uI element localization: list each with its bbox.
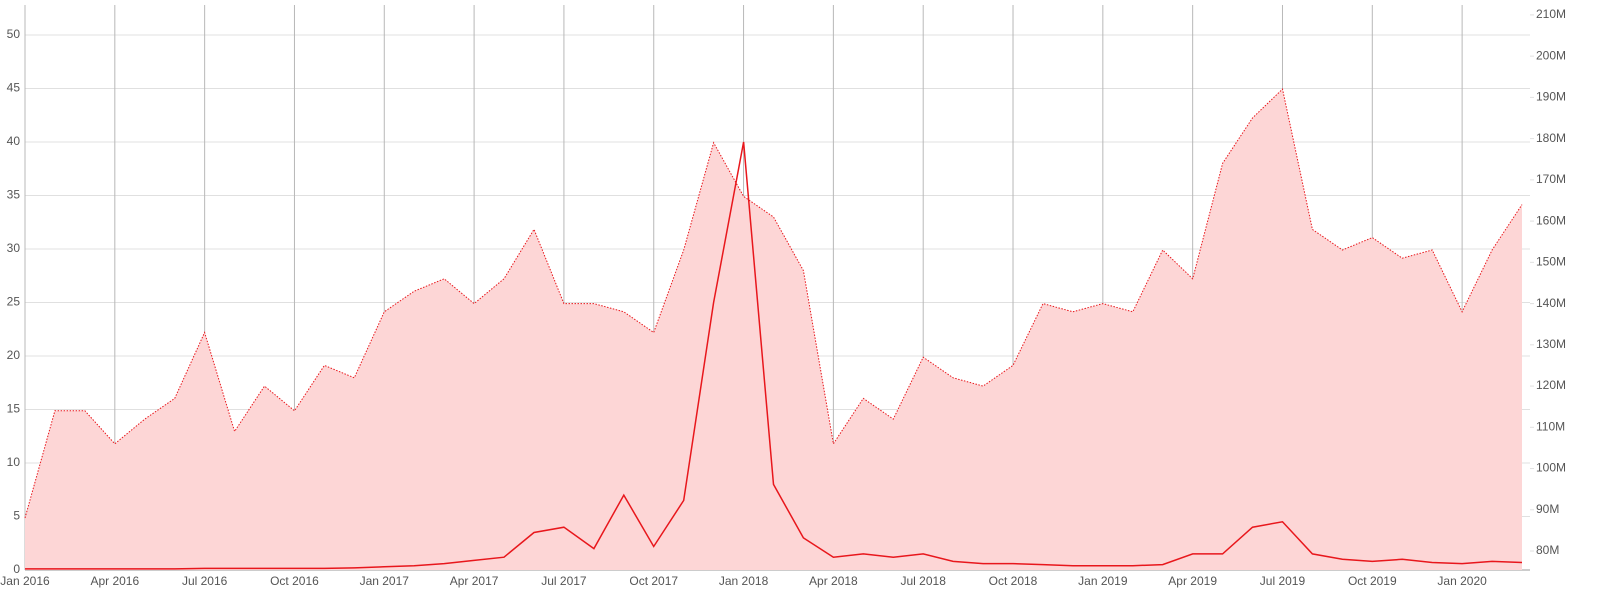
y-tick-label: 15 bbox=[7, 402, 21, 416]
y-tick-label: 40 bbox=[7, 134, 21, 148]
x-tick-label: Jan 2020 bbox=[1437, 574, 1487, 588]
x-tick-label: Jul 2017 bbox=[541, 574, 587, 588]
y2-tick-label: 200M bbox=[1536, 48, 1566, 62]
y2-tick-label: 80M bbox=[1536, 543, 1559, 557]
y-tick-label: 25 bbox=[7, 295, 21, 309]
y2-tick-label: 170M bbox=[1536, 172, 1566, 186]
y2-tick-label: 110M bbox=[1536, 419, 1565, 433]
y2-tick-label: 160M bbox=[1536, 213, 1566, 227]
y2-tick-label: 150M bbox=[1536, 255, 1566, 269]
y2-tick-label: 190M bbox=[1536, 90, 1566, 104]
y2-tick-label: 100M bbox=[1536, 461, 1566, 475]
y-tick-label: 50 bbox=[7, 27, 21, 41]
x-tick-label: Apr 2016 bbox=[90, 574, 139, 588]
y-tick-label: 20 bbox=[7, 348, 21, 362]
y2-tick-label: 210M bbox=[1536, 7, 1566, 21]
area bbox=[25, 89, 1522, 570]
x-tick-label: Jan 2018 bbox=[719, 574, 769, 588]
x-tick-label: Jan 2019 bbox=[1078, 574, 1128, 588]
x-tick-label: Oct 2019 bbox=[1348, 574, 1397, 588]
x-tick-label: Apr 2017 bbox=[450, 574, 499, 588]
line bbox=[25, 141, 1523, 570]
x-tick-label: Oct 2017 bbox=[629, 574, 678, 588]
y-tick-label: 5 bbox=[13, 509, 20, 523]
y-tick-label: 45 bbox=[7, 81, 21, 95]
y-tick-label: 35 bbox=[7, 188, 21, 202]
x-tick-label: Oct 2016 bbox=[270, 574, 319, 588]
x-tick-label: Oct 2018 bbox=[989, 574, 1038, 588]
y2-tick-label: 120M bbox=[1536, 378, 1566, 392]
y-tick-label: 30 bbox=[7, 241, 21, 255]
x-tick-label: Jul 2016 bbox=[182, 574, 228, 588]
y2-tick-label: 90M bbox=[1536, 502, 1559, 516]
y-tick-label: 0 bbox=[13, 562, 20, 576]
y2-tick-label: 130M bbox=[1536, 337, 1566, 351]
y2-tick-label: 180M bbox=[1536, 131, 1566, 145]
x-tick-label: Jan 2016 bbox=[0, 574, 50, 588]
y2-tick-label: 140M bbox=[1536, 296, 1566, 310]
x-tick-label: Jan 2017 bbox=[360, 574, 410, 588]
x-tick-label: Jul 2019 bbox=[1260, 574, 1306, 588]
x-tick-label: Jul 2018 bbox=[901, 574, 947, 588]
x-tick-label: Apr 2019 bbox=[1168, 574, 1217, 588]
y-tick-label: 10 bbox=[7, 455, 21, 469]
x-tick-label: Apr 2018 bbox=[809, 574, 858, 588]
